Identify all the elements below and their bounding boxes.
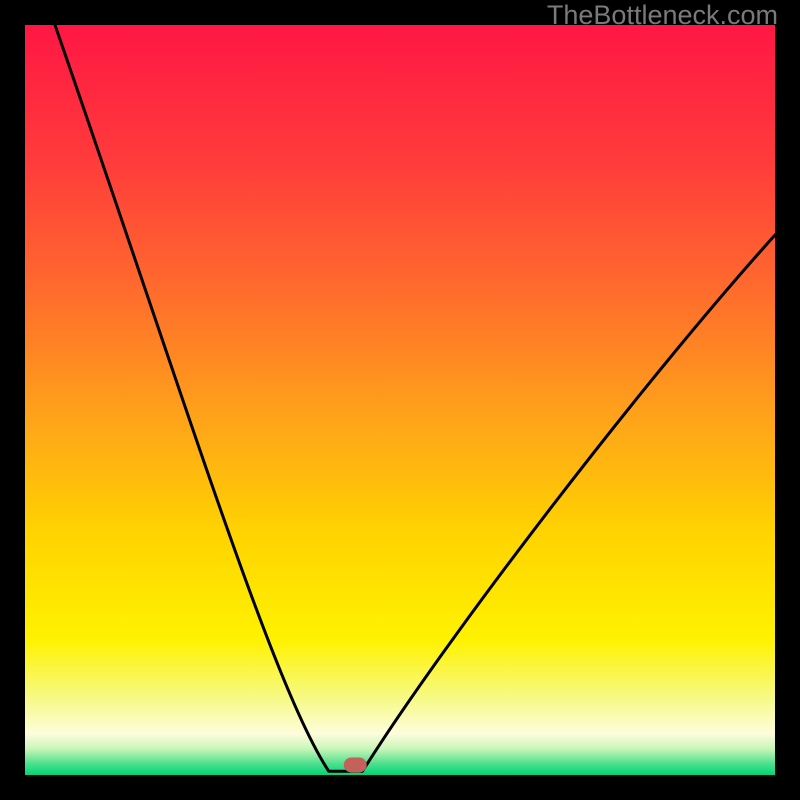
watermark-text: TheBottleneck.com (547, 0, 778, 31)
optimal-point-marker (344, 758, 367, 773)
plot-area (25, 25, 775, 775)
chart-stage: TheBottleneck.com (0, 0, 800, 800)
bottleneck-curve (25, 25, 775, 775)
